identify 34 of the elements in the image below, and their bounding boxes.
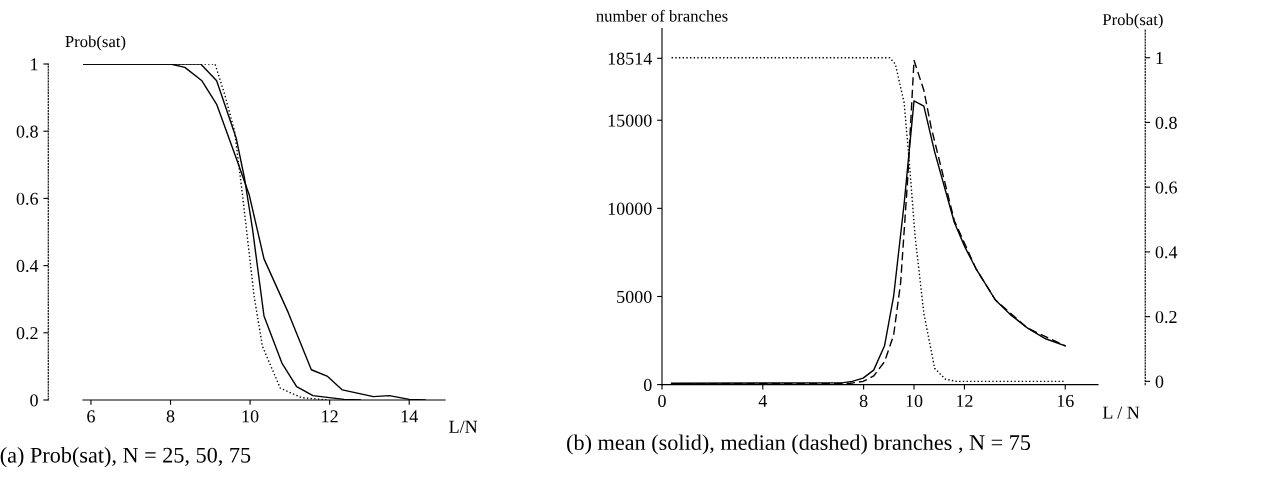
x-axis-title: L/N xyxy=(449,420,478,433)
y-axis-title: Prob(sat) xyxy=(65,35,126,51)
y-tick-label: 10000 xyxy=(608,202,652,215)
y-tick-label: 5000 xyxy=(617,290,652,303)
x-tick-label: 8 xyxy=(166,410,175,423)
y2-tick-label: 0.2 xyxy=(1155,310,1177,324)
y-tick-label: 18514 xyxy=(608,52,652,65)
y2-tick-label: 0.6 xyxy=(1155,181,1177,194)
y-axis-title: number of branches xyxy=(596,9,728,22)
y-tick-label: 0.2 xyxy=(16,327,38,340)
x-tick-label: 0 xyxy=(658,394,666,408)
y-tick-label: 0.6 xyxy=(16,192,39,205)
y2-tick-label: 0.4 xyxy=(1155,246,1178,259)
y2-tick-label: 0.8 xyxy=(1155,116,1177,129)
x-tick-label: 14 xyxy=(401,410,418,423)
x-tick-label: 10 xyxy=(242,410,259,423)
x-tick-label: 8 xyxy=(859,394,868,408)
x-axis-title: L / N xyxy=(1102,406,1140,419)
x-tick-label: 12 xyxy=(322,410,338,423)
x-tick-label: 10 xyxy=(906,394,923,408)
y-tick-label: 0.8 xyxy=(16,125,38,138)
y-tick-label: 0.4 xyxy=(16,259,39,273)
y-tick-label: 15000 xyxy=(608,114,652,127)
x-tick-label: 12 xyxy=(956,394,973,407)
y-tick-label: 1 xyxy=(31,58,38,71)
y2-tick-label: 0 xyxy=(1155,375,1164,388)
y2-tick-label: 1 xyxy=(1156,52,1163,64)
text: (a) Prob(sat), N = 25, 50, 75 xyxy=(0,447,251,468)
y2-axis-title: Prob(sat) xyxy=(1102,13,1163,29)
x-tick-label: 6 xyxy=(87,410,95,423)
y-tick-label: 0 xyxy=(643,378,652,392)
x-tick-label: 16 xyxy=(1057,394,1074,408)
text: (b) mean (solid), median (dashed) branches , N = 75 xyxy=(567,434,1031,455)
x-tick-label: 4 xyxy=(758,394,768,407)
